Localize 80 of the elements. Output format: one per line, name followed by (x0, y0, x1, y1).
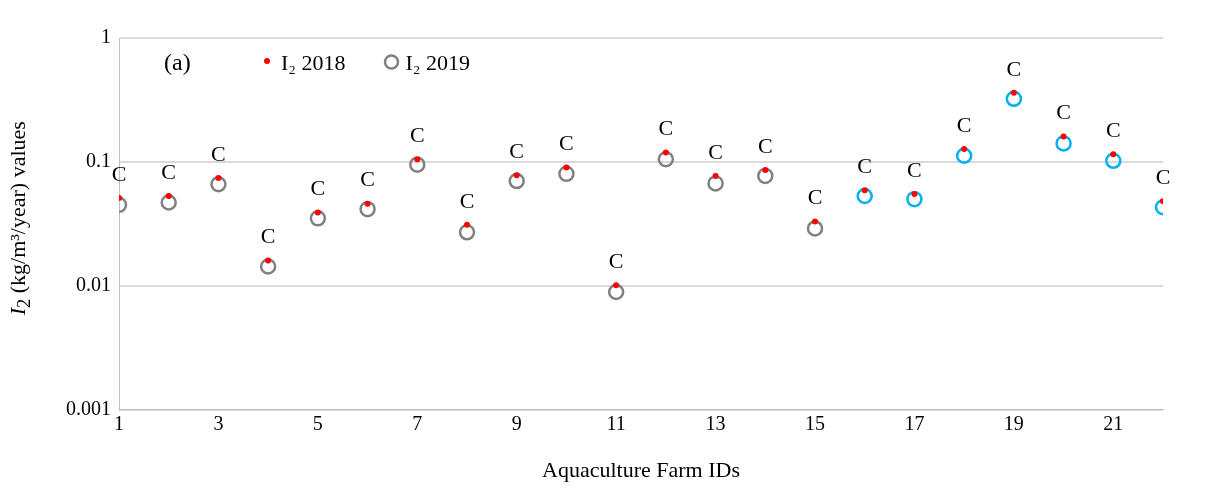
x-tick-label: 17 (904, 411, 925, 434)
point (707, 175, 724, 192)
point (508, 172, 525, 190)
data-label: C (757, 132, 773, 158)
point (563, 164, 570, 171)
data-label: C (360, 166, 375, 192)
data-label: C (559, 130, 574, 156)
point (906, 190, 923, 208)
point (309, 210, 327, 227)
point (961, 146, 968, 153)
data-label: C (1006, 55, 1022, 81)
point (861, 187, 868, 194)
point (1060, 133, 1067, 140)
data-label: C (509, 138, 525, 164)
x-tick-label: 21 (1103, 411, 1124, 434)
data-label: C (1155, 164, 1171, 190)
point (165, 193, 172, 200)
point (856, 187, 873, 205)
point (1005, 90, 1023, 108)
y-tick-label: 0.1 (86, 149, 111, 172)
data-label: C (409, 122, 425, 148)
data-label: C (658, 115, 674, 141)
data-label: C (807, 184, 823, 210)
point (414, 156, 421, 163)
data-label: C (310, 175, 326, 201)
legend-label: I₂ 2019 (405, 49, 470, 75)
data-label: C (608, 247, 624, 273)
data-label: C (907, 156, 922, 182)
data-label: C (956, 111, 972, 137)
point (409, 156, 426, 173)
y-tick-label: 0.01 (76, 272, 111, 295)
point (364, 200, 371, 207)
x-tick-label: 11 (606, 411, 626, 434)
point (513, 172, 520, 179)
point (757, 167, 774, 185)
data-label: C (708, 138, 723, 164)
point (1110, 151, 1117, 158)
data-label: C (857, 153, 873, 179)
point (812, 218, 818, 225)
x-tick-label: 9 (511, 411, 522, 434)
data-label: C (1105, 117, 1121, 143)
point (806, 220, 824, 237)
point (458, 224, 476, 241)
point (1105, 152, 1122, 170)
point (314, 209, 321, 216)
data-label: C (1056, 99, 1071, 125)
point (955, 147, 973, 165)
point (210, 175, 227, 193)
point (160, 194, 177, 211)
x-tick-label: 5 (312, 411, 323, 434)
point (1010, 89, 1017, 96)
x-tick-label: 15 (805, 411, 825, 434)
point (762, 166, 769, 173)
x-tick-label: 13 (705, 411, 726, 434)
x-axis-title: Aquaculture Farm IDs (542, 456, 740, 482)
y-tick-label: 0.001 (66, 396, 111, 419)
point (607, 283, 625, 301)
data-label: C (211, 140, 226, 166)
point (558, 165, 575, 183)
point (359, 200, 376, 218)
point (662, 149, 669, 156)
data-label: C (111, 160, 127, 186)
x-tick-label: 3 (213, 411, 224, 434)
point (259, 258, 277, 275)
x-tick-label: 7 (412, 411, 423, 434)
data-label: C (161, 158, 177, 184)
point (265, 257, 272, 264)
legend-label: I₂ 2018 (281, 49, 346, 75)
point (657, 150, 675, 168)
point (613, 282, 620, 289)
point (1055, 135, 1072, 152)
y-tick-label: 1 (101, 25, 111, 48)
point (712, 172, 719, 179)
x-tick-label: 19 (1003, 411, 1024, 434)
point (215, 175, 222, 182)
data-label: C (459, 187, 475, 213)
point (911, 191, 918, 198)
point (464, 221, 470, 228)
data-label: C (260, 223, 276, 249)
annotation: (a) (164, 49, 191, 76)
